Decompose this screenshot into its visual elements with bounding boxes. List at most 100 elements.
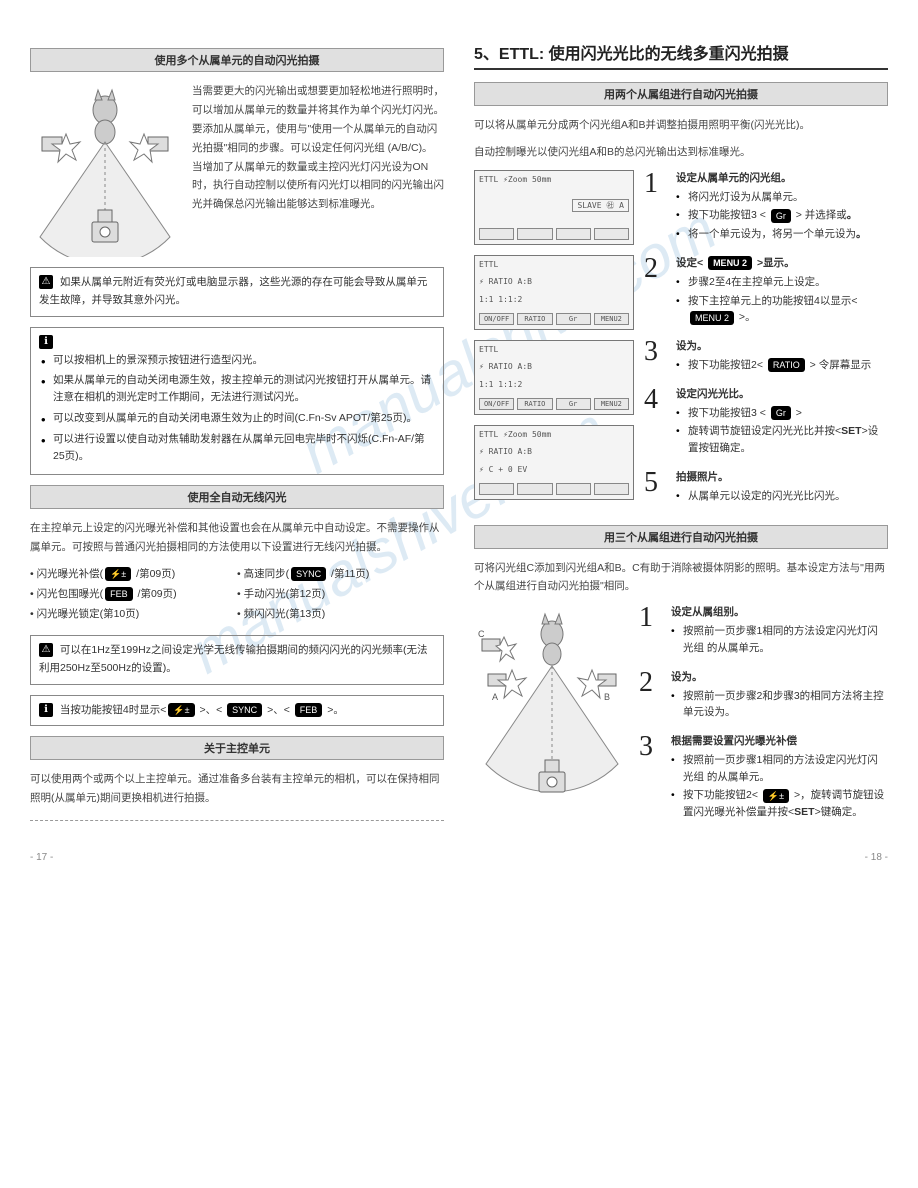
step-body: 设定闪光光比。按下功能按钮3 < Gr >旋转调节旋钮设定闪光光比并按<SET>… <box>676 386 888 459</box>
step-items: 按照前一页步骤2和步骤3的相同方法将主控单元设为。 <box>671 688 888 722</box>
page-number-left: - 17 - <box>30 852 53 863</box>
step-number: 5 <box>644 469 666 507</box>
tip-text-2: 当按功能按钮4时显示<⚡± >、< SYNC >、< FEB >。 <box>60 704 344 716</box>
step-number: 4 <box>644 386 666 459</box>
lcd4-ratio: ⚡ RATIO A:B <box>479 447 532 456</box>
info-icon-2: ℹ <box>39 703 53 717</box>
svg-text:C: C <box>478 629 485 639</box>
step-item: 将一个单元设为，将另一个单元设为。 <box>676 226 888 243</box>
lcd1-top: ETTL ⚡Zoom 50mm <box>479 175 551 184</box>
param-item: • 手动闪光(第12页) <box>237 585 444 605</box>
step-item: 从属单元以设定的闪光光比闪光。 <box>676 488 888 505</box>
sectionA-text1: 可以将从属单元分成两个闪光组A和B并调整拍摄用照明平衡(闪光光比)。 <box>474 116 888 135</box>
step-title: 设定闪光光比。 <box>676 386 888 403</box>
section-title-full-auto: 使用全自动无线闪光 <box>30 485 444 509</box>
page-spread: 使用多个从属单元的自动闪光拍摄 <box>30 40 888 833</box>
chapter-title: 5、ETTL: 使用闪光光比的无线多重闪光拍摄 <box>474 40 888 70</box>
step-item: 按下功能按钮2< ⚡± >，旋转调节旋钮设置闪光曝光补偿量并按<SET>键确定。 <box>671 787 888 821</box>
param-grid: • 闪光曝光补偿(⚡± /第09页)• 高速同步(SYNC /第11页)• 闪光… <box>30 565 444 625</box>
steps-B: 1设定从属组别。按照前一页步骤1相同的方法设定闪光灯闪光组 的从属单元。2设为。… <box>639 604 888 833</box>
step: 1设定从属单元的闪光组。将闪光灯设为从属单元。按下功能按钮3 < Gr > 并选… <box>644 170 888 245</box>
lcd4-ev: ⚡ C + 0 EV <box>479 465 527 474</box>
step-title: 设定< MENU 2 >显示。 <box>676 255 888 272</box>
lcd-soft-button: Gr <box>556 398 591 410</box>
lcd-soft-button: ON/OFF <box>479 398 514 410</box>
step-items: 按照前一页步骤1相同的方法设定闪光灯闪光组 的从属单元。按下功能按钮2< ⚡± … <box>671 752 888 821</box>
section1-body: 当需要更大的闪光输出或想要更加轻松地进行照明时，可以增加从属单元的数量并将其作为… <box>192 82 444 249</box>
section-title-master: 关于主控单元 <box>30 736 444 760</box>
step-item: 按下主控单元上的功能按钮4以显示< MENU 2 >。 <box>676 293 888 327</box>
tip-item: 如果从属单元的自动关闭电源生效，按主控单元的测试闪光按钮打开从属单元。请注意在相… <box>39 372 435 406</box>
lcd3-bars: 1:1 1:1:2 <box>479 380 522 389</box>
lcd3-buttons: ON/OFFRATIOGrMENU2 <box>479 398 629 410</box>
lcd-soft-button: ON/OFF <box>479 313 514 325</box>
step-item: 按下功能按钮3 < Gr > 并选择或。 <box>676 207 888 224</box>
section2-body: 在主控单元上设定的闪光曝光补偿和其他设置也会在从属单元中自动设定。不需要操作从属… <box>30 519 444 557</box>
step-number: 3 <box>644 338 666 376</box>
step: 2设为。按照前一页步骤2和步骤3的相同方法将主控单元设为。 <box>639 669 888 723</box>
section-title-two-groups: 用两个从属组进行自动闪光拍摄 <box>474 82 888 106</box>
step-items: 将闪光灯设为从属单元。按下功能按钮3 < Gr > 并选择或。将一个单元设为，将… <box>676 189 888 243</box>
info-icon: ℹ <box>39 335 53 349</box>
warning-icon: ⚠ <box>39 275 53 289</box>
lcd-soft-button: MENU2 <box>594 313 629 325</box>
page-number-right: - 18 - <box>865 852 888 863</box>
steps-A: 1设定从属单元的闪光组。将闪光灯设为从属单元。按下功能按钮3 < Gr > 并选… <box>644 170 888 517</box>
step: 1设定从属组别。按照前一页步骤1相同的方法设定闪光灯闪光组 的从属单元。 <box>639 604 888 658</box>
lcd-screen-2: ETTL ⚡ RATIO A:B 1:1 1:1:2 ON/OFFRATIOGr… <box>474 255 634 330</box>
step-item: 按下功能按钮2< RATIO > 令屏幕显示 <box>676 357 888 374</box>
step-item: 按照前一页步骤1相同的方法设定闪光灯闪光组 的从属单元。 <box>671 752 888 786</box>
lcd1-slave: SLAVE ㊓ A <box>572 199 629 212</box>
lcd-soft-button: RATIO <box>517 398 552 410</box>
step-items: 按下功能按钮2< RATIO > 令屏幕显示 <box>676 357 888 374</box>
step-body: 根据需要设置闪光曝光补偿按照前一页步骤1相同的方法设定闪光灯闪光组 的从属单元。… <box>671 733 888 823</box>
step: 3设为。按下功能按钮2< RATIO > 令屏幕显示 <box>644 338 888 376</box>
step-items: 从属单元以设定的闪光光比闪光。 <box>676 488 888 505</box>
step-item: 将闪光灯设为从属单元。 <box>676 189 888 206</box>
step-body: 拍摄照片。从属单元以设定的闪光光比闪光。 <box>676 469 888 507</box>
diagram-fox-flashes <box>30 82 180 257</box>
section-title-multi-slave: 使用多个从属单元的自动闪光拍摄 <box>30 48 444 72</box>
step-item: 旋转调节旋钮设定闪光光比并按<SET>设置按钮确定。 <box>676 423 888 457</box>
tip-item: 可以改变到从属单元的自动关闭电源生效为止的时间(C.Fn-Sv APOT/第25… <box>39 410 435 427</box>
tip-box-2: ℹ 当按功能按钮4时显示<⚡± >、< SYNC >、< FEB >。 <box>30 695 444 727</box>
step-title: 设为。 <box>671 669 888 686</box>
warning-icon-2: ⚠ <box>39 643 53 657</box>
section3-body: 可以使用两个或两个以上主控单元。通过准备多台装有主控单元的相机，可以在保持相同照… <box>30 770 444 808</box>
diagram-three-groups: C A B <box>474 604 629 814</box>
step-items: 按照前一页步骤1相同的方法设定闪光灯闪光组 的从属单元。 <box>671 623 888 657</box>
param-item: • 频闪闪光(第13页) <box>237 605 444 625</box>
step-body: 设定从属组别。按照前一页步骤1相同的方法设定闪光灯闪光组 的从属单元。 <box>671 604 888 658</box>
lcd-soft-button: RATIO <box>517 313 552 325</box>
sectionB-text: 可将闪光组C添加到闪光组A和B。C有助于消除被摄体阴影的照明。基本设定方法与"用… <box>474 559 888 597</box>
page-right: 5、ETTL: 使用闪光光比的无线多重闪光拍摄 用两个从属组进行自动闪光拍摄 可… <box>474 40 888 833</box>
lcd-screen-3: ETTL ⚡ RATIO A:B 1:1 1:1:2 ON/OFFRATIOGr… <box>474 340 634 415</box>
diagram-stepsB-layout: C A B 1设定从属组别。按 <box>474 604 888 833</box>
step-body: 设定< MENU 2 >显示。步骤2至4在主控单元上设定。按下主控单元上的功能按… <box>676 255 888 328</box>
svg-text:B: B <box>604 692 610 702</box>
step-title: 根据需要设置闪光曝光补偿 <box>671 733 888 750</box>
step-number: 1 <box>639 604 661 658</box>
step-item: 按照前一页步骤2和步骤3的相同方法将主控单元设为。 <box>671 688 888 722</box>
step-items: 按下功能按钮3 < Gr >旋转调节旋钮设定闪光光比并按<SET>设置按钮确定。 <box>676 405 888 457</box>
param-item: • 闪光曝光锁定(第10页) <box>30 605 237 625</box>
tip-item: 可以按相机上的景深预示按钮进行造型闪光。 <box>39 352 435 369</box>
page-left: 使用多个从属单元的自动闪光拍摄 <box>30 40 444 833</box>
step: 3根据需要设置闪光曝光补偿按照前一页步骤1相同的方法设定闪光灯闪光组 的从属单元… <box>639 733 888 823</box>
param-item: • 高速同步(SYNC /第11页) <box>237 565 444 585</box>
step: 2设定< MENU 2 >显示。步骤2至4在主控单元上设定。按下主控单元上的功能… <box>644 255 888 328</box>
warning-box-2: ⚠ 可以在1Hz至199Hz之间设定光学无线传输拍摄期间的频闪闪光的闪光频率(无… <box>30 635 444 685</box>
step-title: 设定从属单元的闪光组。 <box>676 170 888 187</box>
step-number: 3 <box>639 733 661 823</box>
lcd-screen-4: ETTL ⚡Zoom 50mm ⚡ RATIO A:B ⚡ C + 0 EV <box>474 425 634 500</box>
step-number: 1 <box>644 170 666 245</box>
param-item: • 闪光曝光补偿(⚡± /第09页) <box>30 565 237 585</box>
tip-item: 可以进行设置以使自动对焦辅助发射器在从属单元回电完毕时不闪烁(C.Fn-AF/第… <box>39 431 435 465</box>
lcd3-ratio: ⚡ RATIO A:B <box>479 362 532 371</box>
param-item: • 闪光包围曝光(FEB /第09页) <box>30 585 237 605</box>
step: 4设定闪光光比。按下功能按钮3 < Gr >旋转调节旋钮设定闪光光比并按<SET… <box>644 386 888 459</box>
step-body: 设为。按照前一页步骤2和步骤3的相同方法将主控单元设为。 <box>671 669 888 723</box>
warning-box-1: ⚠ 如果从属单元附近有荧光灯或电脑显示器，这些光源的存在可能会导致从属单元发生故… <box>30 267 444 317</box>
lcd-steps-layout: ETTL ⚡Zoom 50mm SLAVE ㊓ A ETTL ⚡ RATIO A… <box>474 170 888 517</box>
step-item: 按照前一页步骤1相同的方法设定闪光灯闪光组 的从属单元。 <box>671 623 888 657</box>
